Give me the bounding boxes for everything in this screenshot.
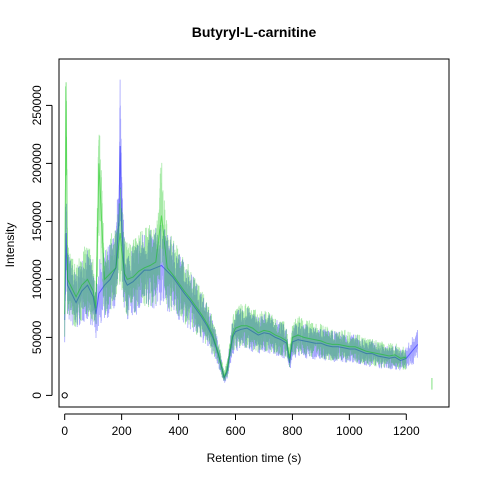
y-tick-label: 200000 (30, 143, 44, 183)
x-tick-label: 1000 (336, 424, 363, 438)
y-tick-label: 0 (30, 392, 44, 399)
y-tick-label: 150000 (30, 201, 44, 241)
origin-point-marker (61, 392, 68, 399)
y-axis-label: Intensity (3, 223, 17, 268)
y-axis: 0 50000 100000 150000 200000 250000 (30, 85, 53, 399)
x-tick-label: 1200 (393, 424, 420, 438)
x-tick-label: 200 (112, 424, 132, 438)
x-axis-label: Retention time (s) (207, 451, 302, 465)
y-tick-label: 50000 (30, 320, 44, 354)
series-layer (64, 79, 432, 390)
x-tick-label: 600 (225, 424, 245, 438)
series-1-trace (64, 79, 418, 383)
y-tick-label: 100000 (30, 259, 44, 299)
x-tick-label: 400 (169, 424, 189, 438)
x-axis: 0 200 400 600 800 1000 1200 (61, 413, 420, 438)
x-tick-label: 0 (61, 424, 68, 438)
chart-title: Butyryl-L-carnitine (192, 24, 317, 40)
plot-frame (58, 58, 450, 408)
series-1-line (64, 145, 419, 380)
series-2-trace (64, 86, 407, 381)
x-tick-label: 800 (282, 424, 302, 438)
y-tick-label: 250000 (30, 85, 44, 125)
points-layer (61, 392, 68, 399)
